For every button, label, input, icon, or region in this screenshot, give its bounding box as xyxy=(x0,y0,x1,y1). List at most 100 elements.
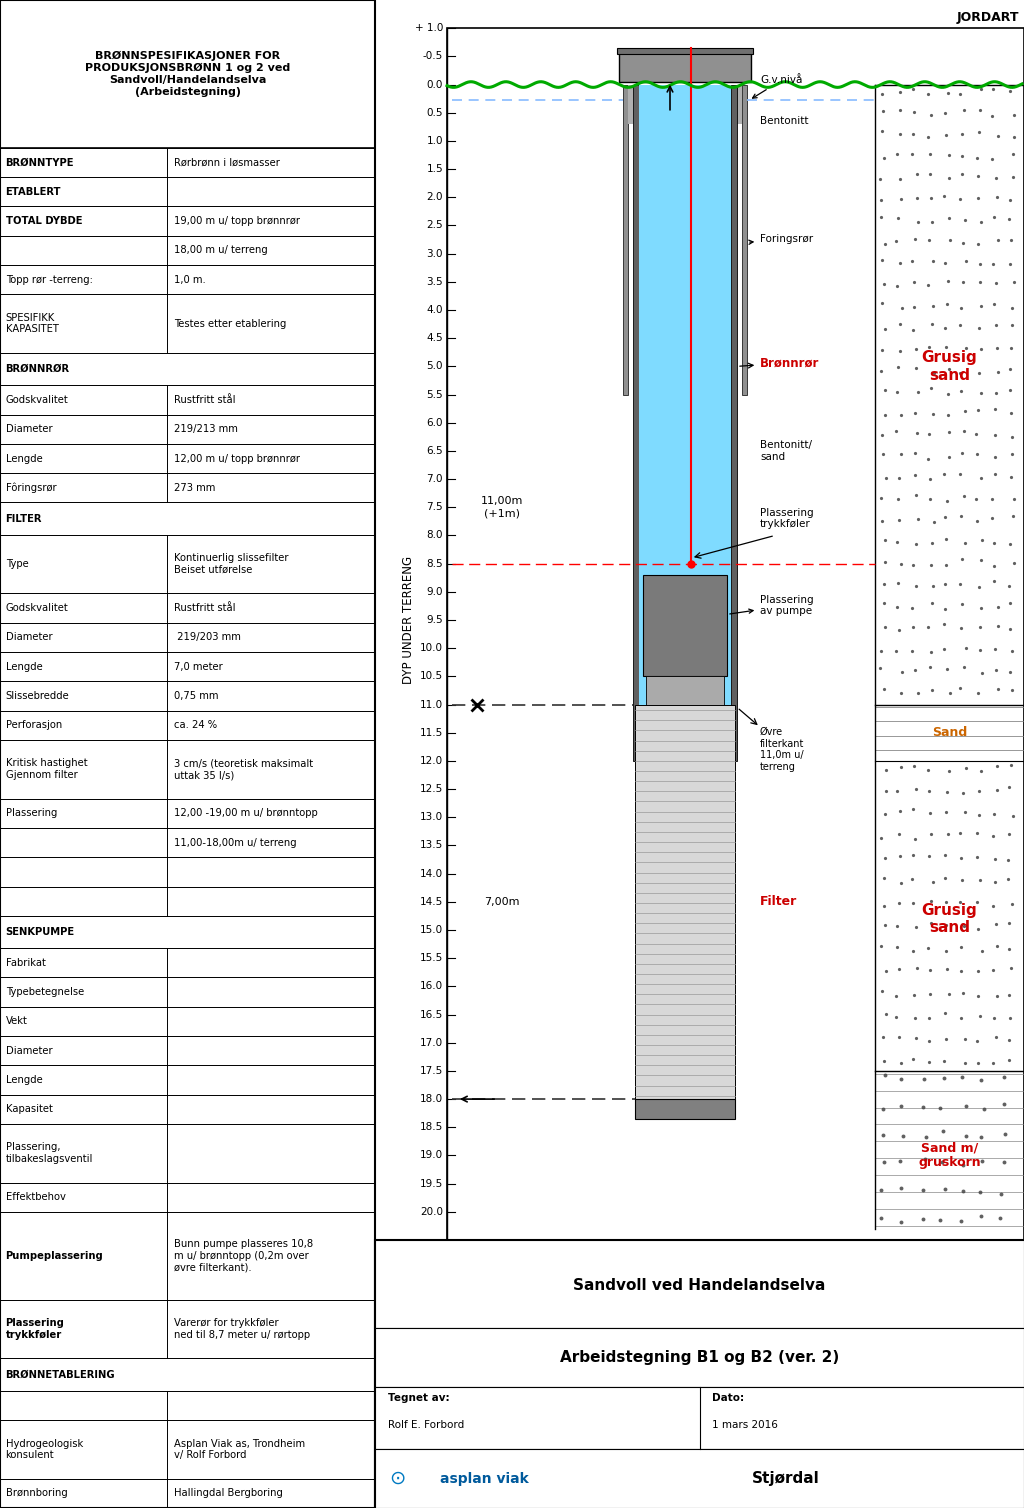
Bar xyxy=(0,1182,375,1212)
Bar xyxy=(737,84,742,124)
Text: Plassering
trykkføler: Plassering trykkføler xyxy=(760,508,814,529)
Text: 2.0: 2.0 xyxy=(427,193,443,202)
Text: Testes etter etablering: Testes etter etablering xyxy=(174,318,287,329)
Text: 1 mars 2016: 1 mars 2016 xyxy=(713,1419,778,1430)
Text: SPESIFIKK
KAPASITET: SPESIFIKK KAPASITET xyxy=(5,312,58,335)
Text: Godskvalitet: Godskvalitet xyxy=(5,603,69,614)
Text: 19,00 m u/ topp brønnrør: 19,00 m u/ topp brønnrør xyxy=(174,216,300,226)
Bar xyxy=(0,593,375,623)
Text: Sandvoll ved Handelandselva: Sandvoll ved Handelandselva xyxy=(573,1279,825,1292)
Text: 6.5: 6.5 xyxy=(426,446,443,455)
Text: Tegnet av:: Tegnet av: xyxy=(388,1393,450,1402)
Text: Kritisk hastighet
Gjennom filter: Kritisk hastighet Gjennom filter xyxy=(5,759,87,780)
Bar xyxy=(0,828,375,857)
Bar xyxy=(0,1479,375,1508)
Text: Diameter: Diameter xyxy=(5,1045,52,1056)
Text: 219/213 mm: 219/213 mm xyxy=(174,424,239,434)
Text: Sand: Sand xyxy=(932,727,967,739)
Text: 16.5: 16.5 xyxy=(420,1009,443,1019)
Text: 8.5: 8.5 xyxy=(426,558,443,569)
Text: Rørbrønn i løsmasser: Rørbrønn i løsmasser xyxy=(174,157,281,167)
Bar xyxy=(375,1387,1024,1449)
Bar xyxy=(0,294,375,353)
Text: 1.5: 1.5 xyxy=(426,164,443,173)
Bar xyxy=(447,29,1024,1240)
Text: 3 cm/s (teoretisk maksimalt
uttak 35 l/s): 3 cm/s (teoretisk maksimalt uttak 35 l/s… xyxy=(174,759,313,780)
Text: 0.5: 0.5 xyxy=(427,107,443,118)
Text: Type: Type xyxy=(5,559,29,569)
Bar xyxy=(0,148,375,176)
Text: 0,75 mm: 0,75 mm xyxy=(174,691,219,701)
Text: 13.5: 13.5 xyxy=(420,840,443,851)
Text: Perforasjon: Perforasjon xyxy=(5,721,61,730)
Text: 7,00m: 7,00m xyxy=(484,897,520,906)
Text: BRØNNETABLERING: BRØNNETABLERING xyxy=(5,1369,116,1380)
Bar xyxy=(0,1065,375,1095)
Bar xyxy=(0,651,375,682)
Bar xyxy=(0,915,375,949)
Bar xyxy=(375,1240,1024,1329)
Bar xyxy=(375,1329,1024,1387)
Text: 11,00-18,00m u/ terreng: 11,00-18,00m u/ terreng xyxy=(174,837,297,847)
Text: 8.0: 8.0 xyxy=(427,531,443,540)
Text: 13.0: 13.0 xyxy=(420,813,443,822)
Text: Lengde: Lengde xyxy=(5,662,42,671)
Text: Godskvalitet: Godskvalitet xyxy=(5,395,69,404)
Text: BRØNNRØR: BRØNNRØR xyxy=(5,363,70,374)
Bar xyxy=(639,84,731,704)
Bar xyxy=(0,415,375,443)
Bar xyxy=(0,502,375,535)
Text: 1.0: 1.0 xyxy=(427,136,443,146)
Text: 7.5: 7.5 xyxy=(426,502,443,513)
Text: 12,00 m u/ topp brønnrør: 12,00 m u/ topp brønnrør xyxy=(174,454,300,463)
Bar xyxy=(0,1300,375,1359)
Bar xyxy=(0,740,375,799)
Bar xyxy=(0,857,375,887)
Bar xyxy=(0,1212,375,1300)
Text: Topp rør -terreng:: Topp rør -terreng: xyxy=(5,274,92,285)
Bar xyxy=(0,265,375,294)
Text: 1,0 m.: 1,0 m. xyxy=(174,274,206,285)
Text: 18.0: 18.0 xyxy=(420,1095,443,1104)
Text: JORDART: JORDART xyxy=(956,11,1019,24)
Bar xyxy=(0,443,375,474)
Text: Typebetegnelse: Typebetegnelse xyxy=(5,988,84,997)
Text: Kontinuerlig slissefilter
Beiset utførelse: Kontinuerlig slissefilter Beiset utførel… xyxy=(174,553,289,575)
Text: ⊙: ⊙ xyxy=(389,1469,406,1488)
Text: 18.5: 18.5 xyxy=(420,1122,443,1133)
Text: Diameter: Diameter xyxy=(5,424,52,434)
Text: 0.0: 0.0 xyxy=(427,80,443,89)
Text: Slissebredde: Slissebredde xyxy=(5,691,70,701)
Bar xyxy=(0,799,375,828)
Text: 4.0: 4.0 xyxy=(427,305,443,315)
Text: Lengde: Lengde xyxy=(5,454,42,463)
Text: 16.0: 16.0 xyxy=(420,982,443,991)
Text: 11,00m
(+1m): 11,00m (+1m) xyxy=(481,496,523,519)
Text: 6.0: 6.0 xyxy=(427,418,443,428)
Text: 9.0: 9.0 xyxy=(427,587,443,597)
Text: DYP UNDER TERRENG: DYP UNDER TERRENG xyxy=(402,556,416,685)
Text: 11.0: 11.0 xyxy=(420,700,443,710)
Bar xyxy=(0,235,375,265)
Text: Øvre
filterkant
11,0m u/
terreng: Øvre filterkant 11,0m u/ terreng xyxy=(760,727,805,772)
Text: SENKPUMPE: SENKPUMPE xyxy=(5,927,75,936)
Text: BRØNNTYPE: BRØNNTYPE xyxy=(5,157,74,167)
Text: Bunn pumpe plasseres 10,8
m u/ brønntopp (0,2m over
øvre filterkant).: Bunn pumpe plasseres 10,8 m u/ brønntopp… xyxy=(174,1240,313,1273)
Text: 19.5: 19.5 xyxy=(420,1179,443,1188)
Text: 2.5: 2.5 xyxy=(426,220,443,231)
Bar xyxy=(635,704,735,1099)
Text: 5.5: 5.5 xyxy=(426,389,443,400)
Text: 5.0: 5.0 xyxy=(427,362,443,371)
Text: 17.5: 17.5 xyxy=(420,1066,443,1075)
Bar xyxy=(0,474,375,502)
Text: Plassering,
tilbakeslagsventil: Plassering, tilbakeslagsventil xyxy=(5,1143,93,1164)
Text: Fabrikat: Fabrikat xyxy=(5,958,45,968)
Text: 11.5: 11.5 xyxy=(420,728,443,737)
Text: 9.5: 9.5 xyxy=(426,615,443,624)
Bar xyxy=(635,1099,735,1119)
Text: Hydrogeologisk
konsulent: Hydrogeologisk konsulent xyxy=(5,1439,83,1460)
Text: TOTAL DYBDE: TOTAL DYBDE xyxy=(5,216,82,226)
Text: Plassering: Plassering xyxy=(5,808,57,819)
Bar xyxy=(633,84,639,762)
Bar xyxy=(0,1036,375,1065)
